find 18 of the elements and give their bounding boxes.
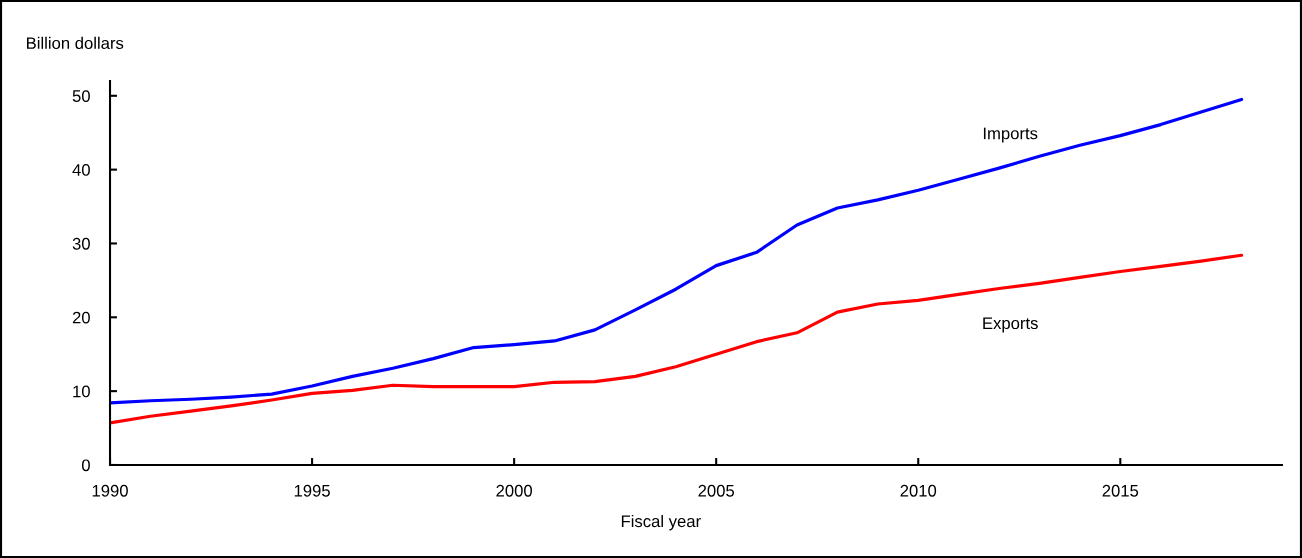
series-label: Exports xyxy=(983,317,1038,333)
line-series xyxy=(110,253,1244,425)
y-axis-title: Billion dollars xyxy=(27,36,124,50)
x-tick-label: 2015 xyxy=(1102,484,1139,497)
x-tick-label: 2005 xyxy=(698,484,735,497)
y-tick-label: 50 xyxy=(72,90,90,102)
y-tick-label: 10 xyxy=(73,385,90,398)
x-tick-label: 2000 xyxy=(496,484,533,497)
y-tick-label: 30 xyxy=(72,237,90,250)
y-tick-label: 40 xyxy=(72,164,90,176)
x-axis-title: Fiscal year xyxy=(621,514,701,531)
x-tick-label: 2010 xyxy=(900,484,937,497)
x-tick-label: 1995 xyxy=(294,484,330,497)
line-series xyxy=(110,97,1244,405)
x-tick-label: 1990 xyxy=(92,484,128,497)
y-tick-label: 0 xyxy=(81,459,90,472)
y-tick-label: 20 xyxy=(72,311,90,324)
series-label: Imports xyxy=(983,127,1038,143)
